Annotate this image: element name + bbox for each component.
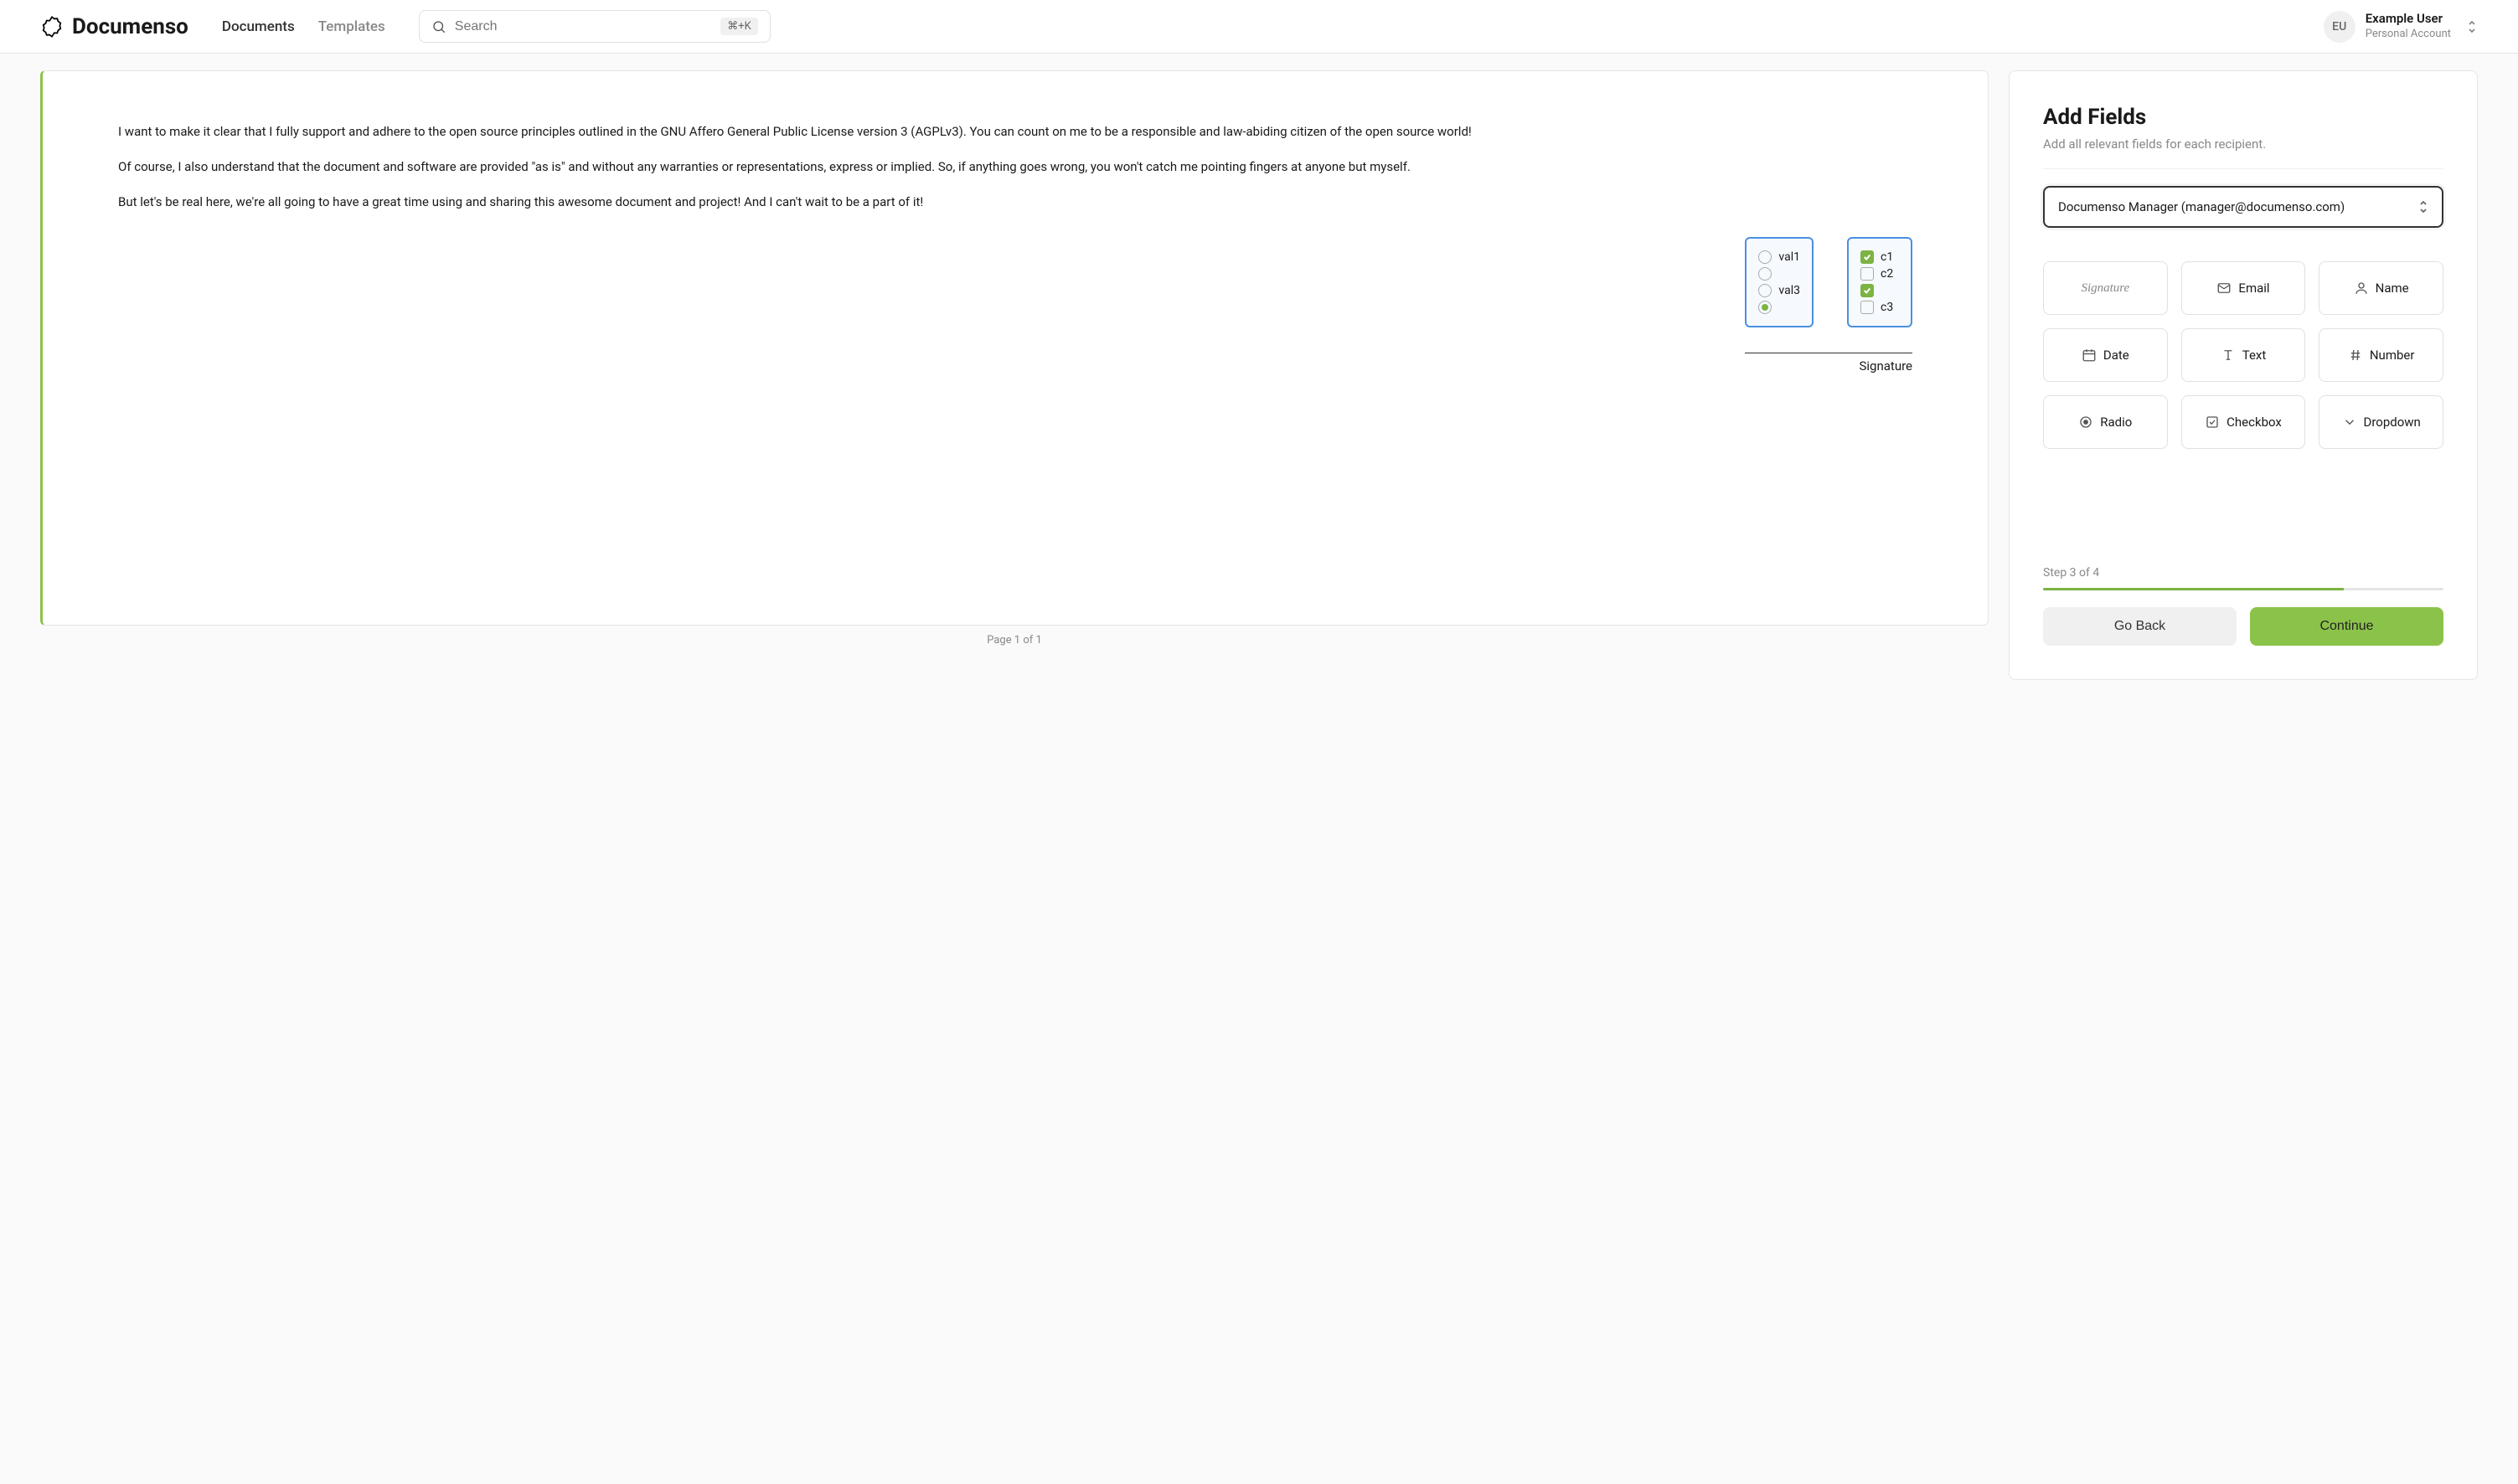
user-info: Example User Personal Account [2366,11,2451,41]
recipient-select[interactable]: Documenso Manager (manager@documenso.com… [2043,186,2443,228]
checkbox-option[interactable] [1860,250,1874,264]
email-icon [2216,281,2232,296]
search-input[interactable] [455,19,712,34]
field-email[interactable]: Email [2181,261,2306,315]
field-text[interactable]: Text [2181,328,2306,382]
panel-subtitle: Add all relevant fields for each recipie… [2043,137,2443,169]
brand-logo[interactable]: Documenso [40,14,188,39]
field-signature[interactable]: Signature [2043,261,2168,315]
hash-icon [2348,348,2363,363]
fields-panel: Add Fields Add all relevant fields for e… [2009,70,2478,680]
doc-paragraph: But let's be real here, we're all going … [118,192,1912,212]
search-icon [431,19,446,34]
radio-icon [2078,415,2093,430]
user-icon [2354,281,2369,296]
search-box[interactable]: ⌘+K [419,10,771,43]
recipient-label: Documenso Manager (manager@documenso.com… [2058,199,2345,214]
field-date[interactable]: Date [2043,328,2168,382]
search-shortcut: ⌘+K [720,18,758,35]
chevron-down-icon [2342,415,2357,430]
app-header: Documenso Documents Templates ⌘+K EU Exa… [0,0,2518,54]
radio-option[interactable] [1758,301,1772,314]
field-type-grid: Signature Email Name Date Text Number [2043,261,2443,449]
main-nav: Documents Templates [222,18,385,35]
signature-area: Signature [118,353,1912,374]
field-checkbox[interactable]: Checkbox [2181,395,2306,449]
step-area: Step 3 of 4 Go Back Continue [2043,566,2443,646]
chevron-up-down-icon [2418,200,2428,214]
radio-option[interactable] [1758,250,1772,264]
nav-documents[interactable]: Documents [222,18,295,35]
text-icon [2221,348,2236,363]
doc-paragraph: Of course, I also understand that the do… [118,157,1912,177]
field-radio[interactable]: Radio [2043,395,2168,449]
checkbox-option[interactable] [1860,301,1874,314]
brand-name: Documenso [72,14,188,39]
main-content: I want to make it clear that I fully sup… [0,54,2518,697]
chevron-up-down-icon [2466,19,2478,34]
continue-button[interactable]: Continue [2250,607,2443,646]
checkbox-field[interactable]: c1 c2 c3 [1847,237,1912,327]
panel-title: Add Fields [2043,105,2443,130]
radio-option[interactable] [1758,267,1772,281]
field-name[interactable]: Name [2319,261,2443,315]
signature-line[interactable]: Signature [1745,353,1912,374]
page-indicator: Page 1 of 1 [40,626,1989,655]
document-column: I want to make it clear that I fully sup… [40,70,1989,680]
document-page[interactable]: I want to make it clear that I fully sup… [40,70,1989,626]
radio-field[interactable]: val1 val3 [1745,237,1814,327]
avatar: EU [2324,11,2355,43]
checkbox-option[interactable] [1860,284,1874,297]
calendar-icon [2082,348,2097,363]
checkbox-option[interactable] [1860,267,1874,281]
doc-paragraph: I want to make it clear that I fully sup… [118,121,1912,142]
user-name: Example User [2366,11,2451,28]
nav-buttons: Go Back Continue [2043,607,2443,646]
user-subtitle: Personal Account [2366,28,2451,42]
placed-fields: val1 val3 c1 c2 c3 [118,237,1912,327]
logo-icon [40,15,64,39]
radio-option[interactable] [1758,284,1772,297]
step-label: Step 3 of 4 [2043,566,2443,580]
progress-bar [2043,588,2443,590]
progress-fill [2043,588,2344,590]
checkbox-icon [2205,415,2220,430]
field-number[interactable]: Number [2319,328,2443,382]
nav-templates[interactable]: Templates [318,18,385,35]
go-back-button[interactable]: Go Back [2043,607,2237,646]
user-menu[interactable]: EU Example User Personal Account [2324,11,2478,43]
field-dropdown[interactable]: Dropdown [2319,395,2443,449]
